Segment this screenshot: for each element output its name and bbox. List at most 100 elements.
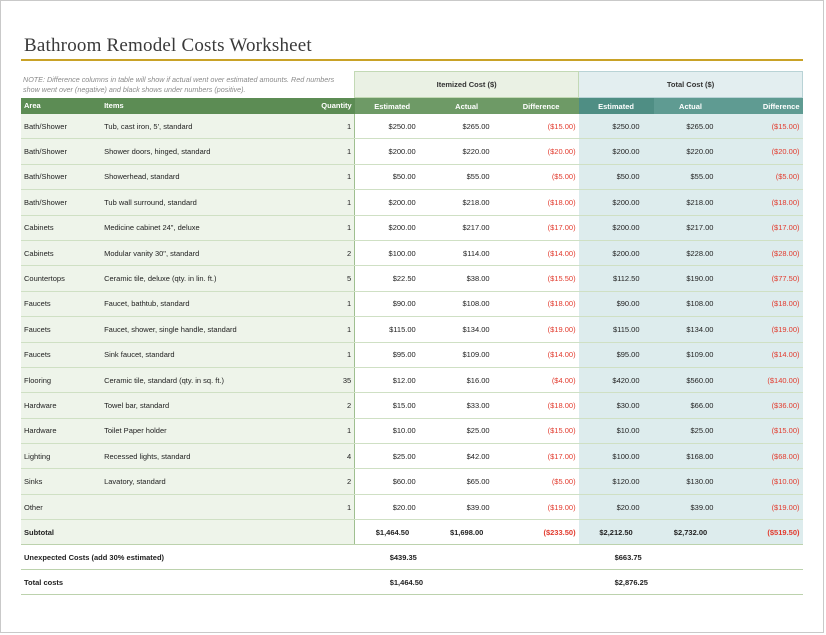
cell-total-difference[interactable]: ($10.00) — [727, 468, 803, 495]
cell-total-actual[interactable]: $217.00 — [653, 215, 728, 241]
cell-estimated[interactable]: $15.00 — [354, 392, 430, 419]
cell-item[interactable]: Tub, cast iron, 5', standard — [101, 114, 302, 140]
cell-estimated[interactable]: $60.00 — [354, 468, 430, 495]
cell-total-estimated[interactable]: $20.00 — [578, 494, 654, 521]
cell-total-estimated[interactable]: $95.00 — [578, 342, 654, 368]
cell-difference[interactable]: ($15.00) — [503, 418, 579, 445]
col-header-itemized-estimated[interactable]: Estimated — [354, 97, 430, 114]
cell-item[interactable]: Tub wall surround, standard — [101, 189, 302, 216]
cell-quantity[interactable]: 1 — [301, 494, 356, 521]
cell-quantity[interactable]: 5 — [301, 265, 356, 292]
cell-estimated[interactable]: $95.00 — [354, 342, 430, 368]
cell-total-actual[interactable]: $25.00 — [653, 418, 728, 445]
cell-estimated[interactable]: $10.00 — [354, 418, 430, 445]
col-header-total-estimated[interactable]: Estimated — [578, 97, 654, 114]
cell-area[interactable]: Bath/Shower — [21, 114, 102, 140]
cell-total-estimated[interactable]: $90.00 — [578, 291, 654, 318]
cell-actual[interactable]: $218.00 — [429, 189, 504, 216]
cell-difference[interactable]: ($19.00) — [503, 494, 579, 521]
cell-total-actual[interactable]: $190.00 — [653, 265, 728, 292]
cell-total-estimated[interactable]: $250.00 — [578, 114, 654, 140]
cell-difference[interactable]: ($4.00) — [503, 367, 579, 394]
cell-difference[interactable]: ($15.00) — [503, 114, 579, 140]
cell-total-difference[interactable]: ($19.00) — [727, 316, 803, 343]
cell-item[interactable]: Toilet Paper holder — [101, 418, 302, 445]
cell-estimated[interactable]: $12.00 — [354, 367, 430, 394]
cell-item[interactable]: Sink faucet, standard — [101, 342, 302, 368]
cell-actual[interactable]: $108.00 — [429, 291, 504, 318]
cell-total-estimated[interactable]: $50.00 — [578, 164, 654, 191]
cell-quantity[interactable]: 2 — [301, 240, 356, 267]
cell-actual[interactable]: $38.00 — [429, 265, 504, 292]
cell-quantity[interactable]: 2 — [301, 392, 356, 419]
cell-actual[interactable]: $42.00 — [429, 443, 504, 470]
cell-actual[interactable]: $65.00 — [429, 468, 504, 495]
cell-total-actual[interactable]: $130.00 — [653, 468, 728, 495]
cell-quantity[interactable]: 35 — [301, 367, 356, 394]
cell-total-actual[interactable]: $134.00 — [653, 316, 728, 343]
cell-area[interactable]: Bath/Shower — [21, 189, 102, 216]
col-header-itemized-difference[interactable]: Difference — [503, 97, 579, 114]
cell-difference[interactable]: ($18.00) — [503, 291, 579, 318]
cell-actual[interactable]: $217.00 — [429, 215, 504, 241]
cell-estimated[interactable]: $200.00 — [354, 189, 430, 216]
cell-total-difference[interactable]: ($19.00) — [727, 494, 803, 521]
cell-area[interactable]: Other — [21, 494, 102, 521]
cell-total-estimated[interactable]: $10.00 — [578, 418, 654, 445]
cell-quantity[interactable]: 1 — [301, 215, 356, 241]
cell-total-estimated[interactable]: $120.00 — [578, 468, 654, 495]
cell-total-estimated[interactable]: $112.50 — [578, 265, 654, 292]
cell-total-difference[interactable]: ($15.00) — [727, 114, 803, 140]
cell-item[interactable]: Modular vanity 30", standard — [101, 240, 302, 267]
cell-area[interactable]: Faucets — [21, 342, 102, 368]
cell-difference[interactable]: ($14.00) — [503, 342, 579, 368]
cell-item[interactable]: Recessed lights, standard — [101, 443, 302, 470]
cell-total-estimated[interactable]: $200.00 — [578, 240, 654, 267]
cell-item[interactable]: Showerhead, standard — [101, 164, 302, 191]
cell-difference[interactable]: ($5.00) — [503, 164, 579, 191]
cell-area[interactable]: Bath/Shower — [21, 138, 102, 165]
cell-total-difference[interactable]: ($18.00) — [727, 189, 803, 216]
cell-area[interactable]: Cabinets — [21, 240, 102, 267]
cell-difference[interactable]: ($5.00) — [503, 468, 579, 495]
cell-total-actual[interactable]: $220.00 — [653, 138, 728, 165]
cell-total-difference[interactable]: ($18.00) — [727, 291, 803, 318]
cell-total-actual[interactable]: $218.00 — [653, 189, 728, 216]
cell-total-actual[interactable]: $168.00 — [653, 443, 728, 470]
cell-estimated[interactable]: $250.00 — [354, 114, 430, 140]
cell-area[interactable]: Flooring — [21, 367, 102, 394]
cell-estimated[interactable]: $22.50 — [354, 265, 430, 292]
cell-quantity[interactable]: 1 — [301, 342, 356, 368]
cell-difference[interactable]: ($15.50) — [503, 265, 579, 292]
cell-total-actual[interactable]: $66.00 — [653, 392, 728, 419]
cell-estimated[interactable]: $200.00 — [354, 138, 430, 165]
cell-total-estimated[interactable]: $200.00 — [578, 189, 654, 216]
cell-item[interactable] — [101, 494, 302, 521]
cell-area[interactable]: Countertops — [21, 265, 102, 292]
cell-item[interactable]: Ceramic tile, deluxe (qty. in lin. ft.) — [101, 265, 302, 292]
cell-area[interactable]: Cabinets — [21, 215, 102, 241]
cell-item[interactable]: Faucet, shower, single handle, standard — [101, 316, 302, 343]
cell-difference[interactable]: ($17.00) — [503, 443, 579, 470]
cell-quantity[interactable]: 2 — [301, 468, 356, 495]
cell-total-estimated[interactable]: $420.00 — [578, 367, 654, 394]
cell-estimated[interactable]: $90.00 — [354, 291, 430, 318]
cell-item[interactable]: Lavatory, standard — [101, 468, 302, 495]
cell-total-actual[interactable]: $560.00 — [653, 367, 728, 394]
cell-estimated[interactable]: $115.00 — [354, 316, 430, 343]
cell-actual[interactable]: $265.00 — [429, 114, 504, 140]
cell-total-difference[interactable]: ($77.50) — [727, 265, 803, 292]
cell-area[interactable]: Sinks — [21, 468, 102, 495]
col-header-total-difference[interactable]: Difference — [727, 97, 803, 114]
cell-quantity[interactable]: 1 — [301, 189, 356, 216]
cell-actual[interactable]: $33.00 — [429, 392, 504, 419]
cell-total-estimated[interactable]: $30.00 — [578, 392, 654, 419]
cell-total-difference[interactable]: ($28.00) — [727, 240, 803, 267]
cell-area[interactable]: Faucets — [21, 291, 102, 318]
cell-actual[interactable]: $39.00 — [429, 494, 504, 521]
cell-quantity[interactable]: 1 — [301, 138, 356, 165]
col-header-total-actual[interactable]: Actual — [653, 97, 728, 114]
cell-quantity[interactable]: 1 — [301, 164, 356, 191]
cell-quantity[interactable]: 4 — [301, 443, 356, 470]
cell-estimated[interactable]: $25.00 — [354, 443, 430, 470]
